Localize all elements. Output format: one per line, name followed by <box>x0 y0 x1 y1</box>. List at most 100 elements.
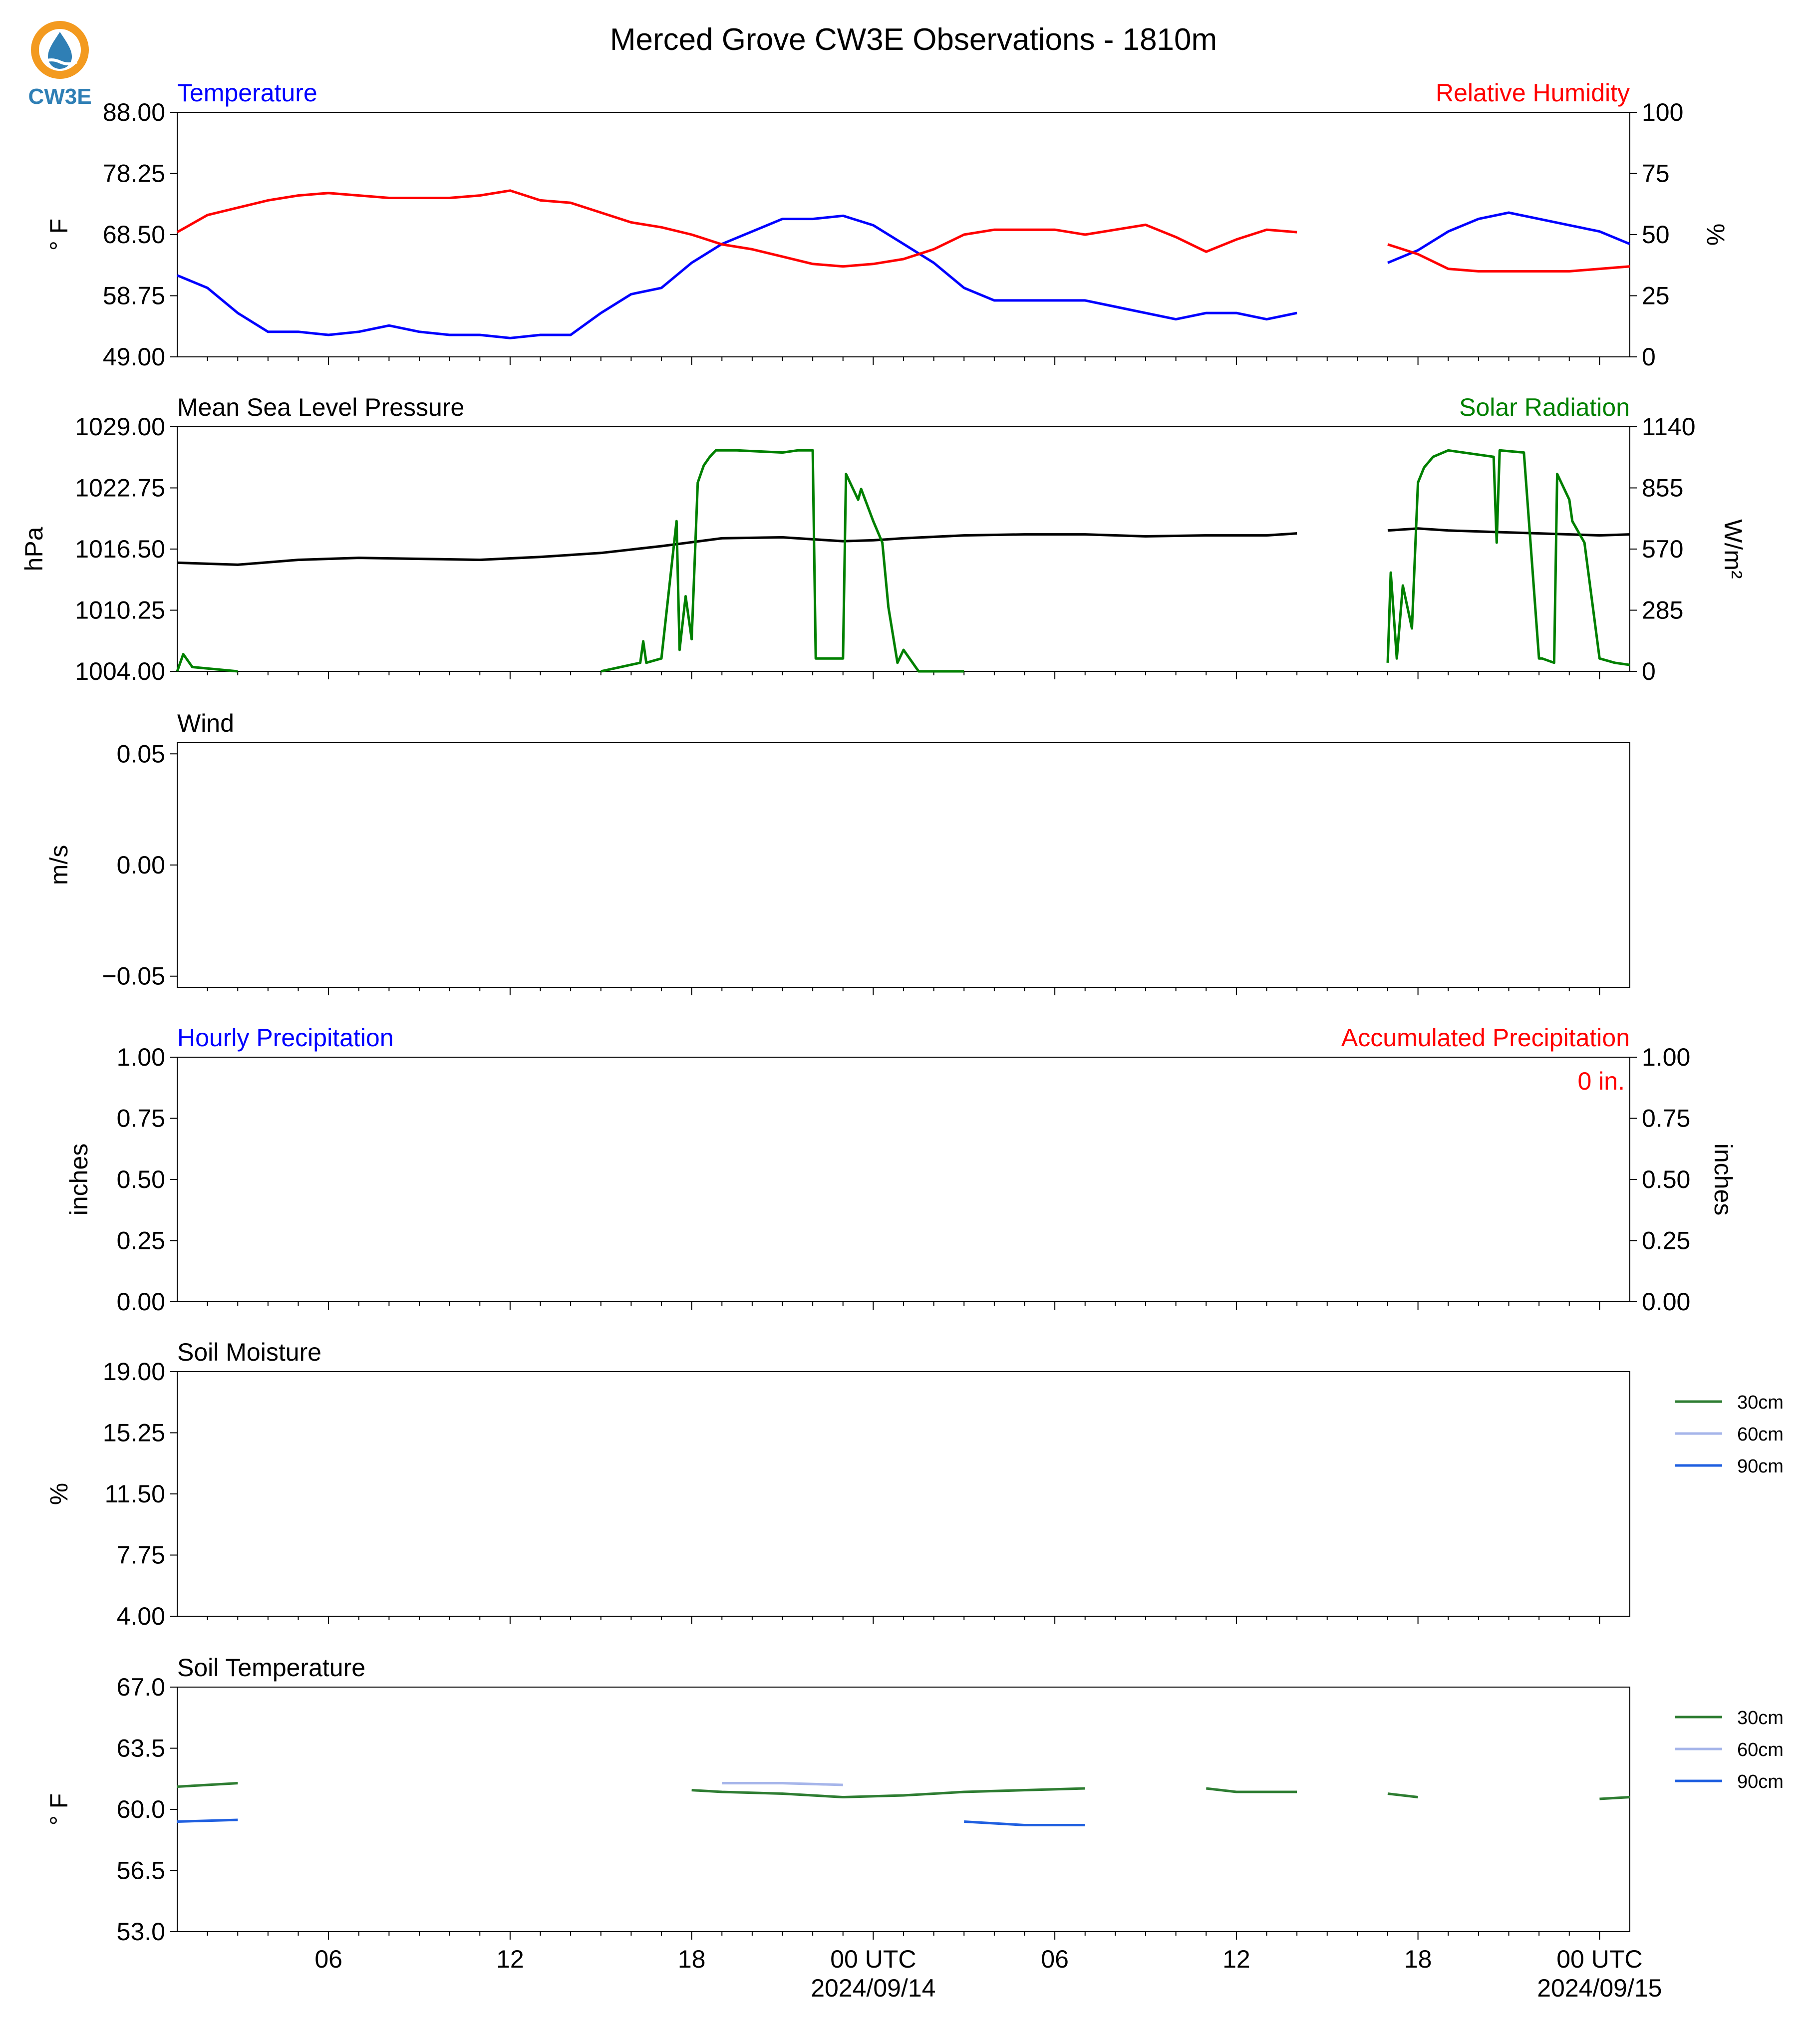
y-tick-label-left: 68.50 <box>103 221 165 249</box>
panel-3: Wind 0.05 0.00 −0.05 m/s <box>45 709 1630 995</box>
panel-title-left: Wind <box>177 709 234 737</box>
y-axis-label-right: % <box>1702 224 1730 246</box>
y-tick-label-left: 15.25 <box>103 1419 165 1447</box>
plot-frame <box>177 1371 1630 1617</box>
y-tick-label-left: 56.5 <box>117 1857 165 1885</box>
accumulated-precip-annotation: 0 in. <box>1577 1067 1625 1095</box>
series-line-relative-humidity <box>176 189 1630 273</box>
series-line-temperature <box>177 211 1630 339</box>
series-line-60cm <box>722 1783 1630 1792</box>
y-tick-label-right: 285 <box>1642 596 1683 624</box>
y-tick-label-left: 0.00 <box>117 851 165 879</box>
y-axis-label-left: ° F <box>45 1793 73 1825</box>
y-tick-label-right: 0.50 <box>1642 1165 1690 1193</box>
y-tick-label-left: 78.25 <box>103 160 165 188</box>
x-tick-label: 12 <box>496 1945 524 1973</box>
panel-title-left: Soil Moisture <box>177 1338 321 1366</box>
y-tick-label-left: 60.0 <box>117 1795 165 1823</box>
y-tick-label-left: 11.50 <box>105 1480 165 1508</box>
panel-title-left: Temperature <box>177 79 317 107</box>
y-tick-label-left: 1022.75 <box>75 474 165 502</box>
y-axis-label-left: inches <box>65 1144 93 1216</box>
y-tick-label-left: 88.00 <box>103 98 165 126</box>
x-tick-label: 18 <box>678 1945 706 1973</box>
y-tick-label-left: 1004.00 <box>75 657 165 685</box>
x-tick-label: 06 <box>1041 1945 1069 1973</box>
y-tick-label-right: 1.00 <box>1642 1043 1690 1071</box>
logo-wave-icon <box>42 58 78 65</box>
y-tick-label-right: 75 <box>1642 160 1670 188</box>
panel-6: Soil Temperature 67.0 63.5 60.0 56.5 53.0 ° F 0… <box>45 1654 1784 2002</box>
series-line-90cm <box>177 1820 1630 1825</box>
y-tick-label-left: 0.25 <box>117 1227 165 1255</box>
y-tick-label-right: 0 <box>1642 657 1656 685</box>
y-tick-label-right: 50 <box>1642 221 1670 249</box>
panel-5: Soil Moisture 19.00 15.25 11.50 7.75 4.00% 30c… <box>45 1338 1784 1630</box>
x-tick-date-label: 2024/09/14 <box>811 1974 935 2002</box>
legend-label: 90cm <box>1737 1771 1784 1792</box>
panel-title-left: Soil Temperature <box>177 1654 365 1682</box>
x-tick-label: 18 <box>1404 1945 1432 1973</box>
y-axis-label-left: % <box>45 1483 73 1505</box>
y-tick-label-right: 855 <box>1642 474 1683 502</box>
legend-label: 60cm <box>1737 1424 1784 1445</box>
y-axis-label-right: W/m² <box>1719 519 1747 579</box>
legend-label: 90cm <box>1737 1456 1784 1477</box>
y-tick-label-left: 1010.25 <box>75 596 165 624</box>
y-tick-label-left: 58.75 <box>103 282 165 310</box>
y-axis-label-left: hPa <box>20 527 48 571</box>
y-tick-label-right: 0 <box>1642 343 1656 371</box>
x-tick-label: 00 UTC <box>830 1945 916 1973</box>
y-tick-label-right: 0.75 <box>1642 1105 1690 1133</box>
cw3e-logo: CW3E <box>28 21 92 109</box>
plot-frame <box>177 426 1630 672</box>
y-tick-label-left: 0.00 <box>117 1288 165 1316</box>
y-tick-label-left: 19.00 <box>103 1358 165 1386</box>
y-tick-label-left: 0.75 <box>117 1105 165 1133</box>
y-tick-label-left: 0.05 <box>117 740 165 768</box>
panel-4: Hourly Precipitation Accumulated Precipit… <box>65 1024 1737 1316</box>
y-tick-label-right: 0.00 <box>1642 1288 1690 1316</box>
y-tick-label-left: 67.0 <box>117 1673 165 1701</box>
panel-2: Mean Sea Level Pressure Solar Radiation 10… <box>20 393 1747 685</box>
logo-text: CW3E <box>28 84 91 109</box>
y-tick-label-right: 100 <box>1642 98 1683 126</box>
x-tick-label: 12 <box>1222 1945 1250 1973</box>
series-line-30cm <box>177 1782 1630 1800</box>
figure-title: Merced Grove CW3E Observations - 1810m <box>610 22 1217 57</box>
plot-frame <box>177 112 1630 357</box>
series-line-mean-sea-level-pressure <box>177 527 1630 566</box>
y-axis-label-left: m/s <box>45 845 73 885</box>
y-tick-label-right: 25 <box>1642 282 1670 310</box>
y-tick-label-right: 570 <box>1642 535 1683 563</box>
panel-title-left: Mean Sea Level Pressure <box>177 393 464 421</box>
plot-frame <box>177 1057 1630 1302</box>
y-tick-label-left: 1029.00 <box>75 413 165 441</box>
y-tick-label-left: 53.0 <box>117 1918 165 1946</box>
legend-label: 30cm <box>1737 1708 1784 1729</box>
y-tick-label-left: 0.50 <box>117 1165 165 1193</box>
y-tick-label-left: 4.00 <box>117 1602 165 1630</box>
x-tick-date-label: 2024/09/15 <box>1537 1974 1662 2002</box>
series-line-solar-radiation <box>176 449 1630 673</box>
panel-title-right: Accumulated Precipitation <box>1341 1024 1630 1052</box>
y-tick-label-left: 7.75 <box>117 1541 165 1569</box>
legend-label: 30cm <box>1737 1392 1784 1413</box>
panel-title-right: Solar Radiation <box>1459 393 1630 421</box>
y-tick-label-left: −0.05 <box>102 962 165 990</box>
panel-1: Temperature Relative Humidity 88.00 78.25 68… <box>45 79 1730 371</box>
panel-title-right: Relative Humidity <box>1436 79 1630 107</box>
y-tick-label-left: 63.5 <box>117 1735 165 1762</box>
x-tick-label: 06 <box>314 1945 342 1973</box>
y-tick-label-right: 0.25 <box>1642 1227 1690 1255</box>
plot-frame <box>177 1687 1630 1932</box>
y-tick-label-left: 49.00 <box>103 343 165 371</box>
y-axis-label-right: inches <box>1709 1144 1737 1216</box>
plot-frame <box>177 742 1630 988</box>
panel-title-left: Hourly Precipitation <box>177 1024 394 1052</box>
y-tick-label-left: 1.00 <box>117 1043 165 1071</box>
y-tick-label-left: 1016.50 <box>75 535 165 563</box>
y-axis-label-left: ° F <box>45 219 73 251</box>
legend-label: 60cm <box>1737 1739 1784 1760</box>
